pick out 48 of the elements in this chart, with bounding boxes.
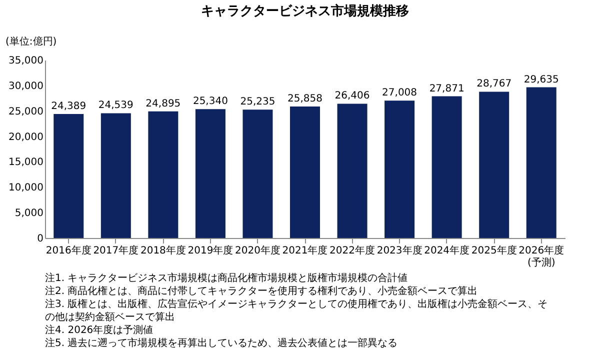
bar xyxy=(54,114,84,238)
data-label: 27,008 xyxy=(382,88,418,99)
data-label: 25,235 xyxy=(240,96,276,108)
x-tick-label: 2019年度 xyxy=(188,244,234,256)
y-tick-label: 15,000 xyxy=(8,157,44,168)
text: 注2. 商品化権とは、商品に付帯してキャラクターを使用する権利であり、小売金額ベースで算出 xyxy=(45,285,478,297)
data-label: 27,871 xyxy=(429,83,464,94)
y-axis-title: (単位:億円) xyxy=(6,36,57,48)
data-label: 24,539 xyxy=(98,100,134,112)
chart-title: キャラクタービジネス市場規模推移 xyxy=(201,3,409,19)
x-tick-label: 2016年度 xyxy=(46,244,92,256)
y-tick-label: 30,000 xyxy=(8,80,44,92)
data-label: 29,635 xyxy=(524,74,559,86)
data-label: 25,340 xyxy=(192,96,228,108)
data-label: 24,389 xyxy=(51,100,86,112)
y-tick-label: 25,000 xyxy=(8,106,44,118)
bar xyxy=(526,87,556,238)
y-tick-label: 35,000 xyxy=(8,56,44,66)
x-tick-label: 2023年度 xyxy=(376,244,422,256)
x-tick-label: 2020年度 xyxy=(235,244,280,256)
bar xyxy=(242,110,273,238)
bar xyxy=(290,106,320,238)
text: 注1. キャラクタービジネス市場規模は商品化権市場規模と版権市場規模の合計値 xyxy=(45,272,408,284)
x-tick-label: 2024年度 xyxy=(424,244,470,256)
x-tick-label: 2025年度 xyxy=(471,244,517,256)
bar xyxy=(337,104,368,238)
text: 注4. 2026年度は予測値 xyxy=(45,324,154,336)
bar xyxy=(479,92,510,238)
text: 注5. 過去に遡って市場規模を再算出しているため、過去公表値とは一部異なる xyxy=(45,337,398,349)
x-tick-label: 2021年度 xyxy=(282,244,328,256)
data-label: 26,406 xyxy=(334,90,370,102)
bar xyxy=(100,113,131,238)
y-tick-label: 20,000 xyxy=(8,132,44,143)
y-tick-label: 0 xyxy=(37,234,44,244)
text: 注3. 版権とは、出版権、広告宣伝やイメージキャラクターとしての使用権であり、出版権は小売金額ベース、その他は契約金額ベースで算出 xyxy=(45,298,548,323)
bar xyxy=(195,109,226,238)
x-tick-label: 2017年度 xyxy=(93,244,139,256)
bar xyxy=(432,96,462,238)
bar xyxy=(148,111,178,238)
x-tick-label: 2018年度 xyxy=(140,244,186,256)
data-label: 24,895 xyxy=(146,98,181,110)
y-tick-label: 10,000 xyxy=(8,182,44,194)
x-tick-label: 2026年度(予測) xyxy=(518,244,564,268)
data-label: 28,767 xyxy=(476,78,512,90)
data-label: 25,858 xyxy=(288,93,322,104)
x-tick-label: 2022年度 xyxy=(330,244,375,256)
y-tick-label: 5,000 xyxy=(14,208,44,220)
bar xyxy=(384,100,415,238)
